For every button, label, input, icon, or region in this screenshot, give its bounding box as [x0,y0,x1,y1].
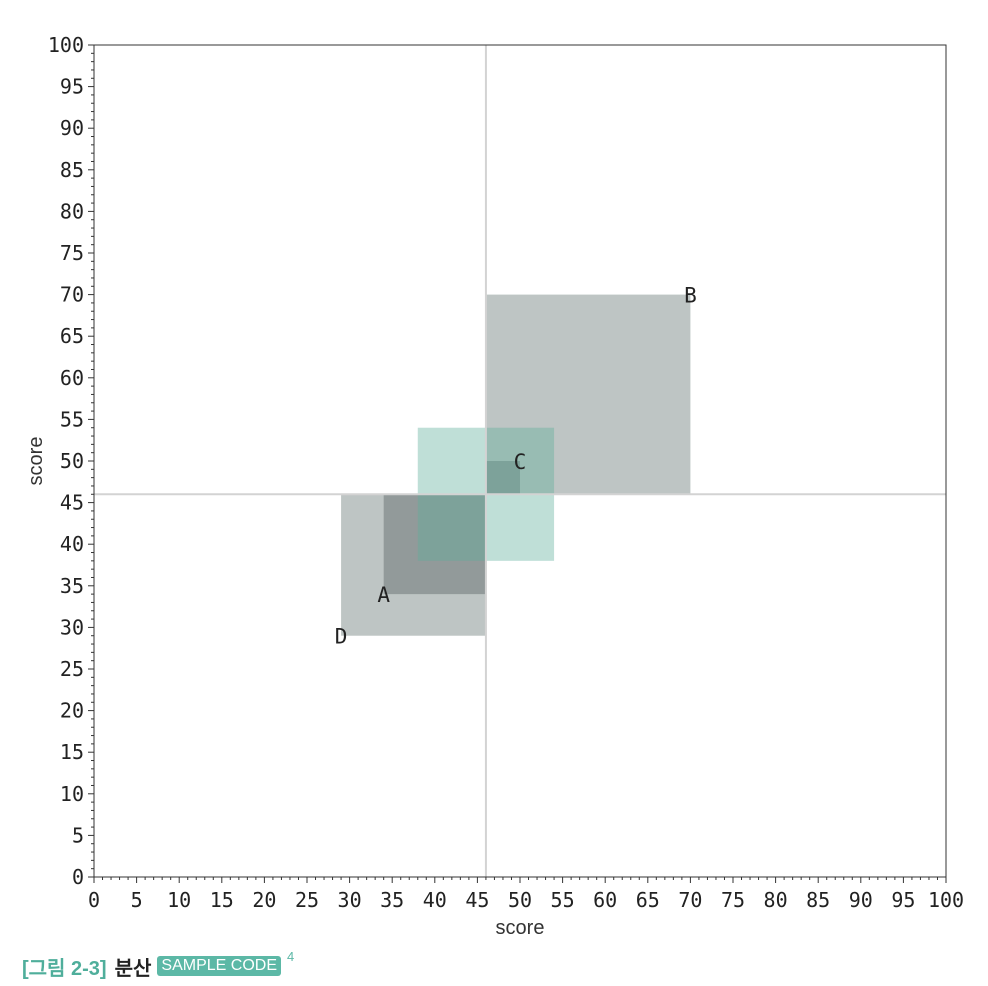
x-tick-label: 50 [508,888,532,912]
y-tick-label: 95 [60,75,84,99]
y-tick-label: 80 [60,199,84,223]
x-tick-label: 85 [806,888,830,912]
x-tick-label: 90 [849,888,873,912]
y-tick-label: 30 [60,615,84,639]
x-tick-label: 30 [338,888,362,912]
x-tick-label: 20 [252,888,276,912]
x-tick-label: 25 [295,888,319,912]
x-tick-label: 40 [423,888,447,912]
sample-code-badge: SAMPLE CODE [157,956,281,976]
x-tick-label: 70 [678,888,702,912]
x-tick-label: 100 [928,888,964,912]
y-tick-label: 50 [60,449,84,473]
y-tick-label: 15 [60,740,84,764]
x-tick-label: 55 [551,888,575,912]
x-tick-label: 10 [167,888,191,912]
y-tick-label: 85 [60,158,84,182]
y-tick-label: 70 [60,283,84,307]
x-tick-label: 75 [721,888,745,912]
y-tick-label: 20 [60,699,84,723]
mean-lines [94,45,946,877]
x-tick-label: 45 [465,888,489,912]
y-tick-label: 60 [60,366,84,390]
footnote-marker: 4 [287,948,295,964]
x-tick-label: 95 [891,888,915,912]
y-tick-label: 10 [60,782,84,806]
figure-caption: [그림 2-3] 분산 SAMPLE CODE 4 [22,948,294,984]
x-tick-label: 0 [88,888,100,912]
point-label-a: A [377,583,390,607]
y-tick-label: 45 [60,491,84,515]
deviation-square-c [485,461,520,495]
x-tick-label: 65 [636,888,660,912]
deviation-square-a [383,494,486,595]
y-tick-label: 75 [60,241,84,265]
y-tick-label: 35 [60,574,84,598]
x-axis-title: score [496,917,545,939]
axis-ticks: 0 5 10 15 20 25 30 35 40 45 50 55 60 65 70 75 80 85 90 95 10… [48,33,964,912]
y-axis-title: score [25,437,47,486]
y-tick-label: 5 [72,823,84,847]
figure-label: [그림 2-3] [22,957,107,980]
point-label-b: B [684,284,697,308]
y-tick-label: 55 [60,407,84,431]
y-tick-label: 90 [60,116,84,140]
y-tick-label: 40 [60,532,84,556]
y-tick-label: 25 [60,657,84,681]
x-tick-label: 80 [764,888,788,912]
x-tick-label: 15 [210,888,234,912]
y-tick-label: 100 [48,33,84,57]
figure-title: 분산 [114,957,152,980]
y-tick-label: 0 [72,865,84,889]
point-label-d: D [335,625,348,649]
point-label-c: C [514,450,527,474]
x-tick-label: 60 [593,888,617,912]
point-labels: A B C D [335,284,697,649]
x-tick-label: 5 [131,888,143,912]
y-tick-label: 65 [60,324,84,348]
x-tick-label: 35 [380,888,404,912]
